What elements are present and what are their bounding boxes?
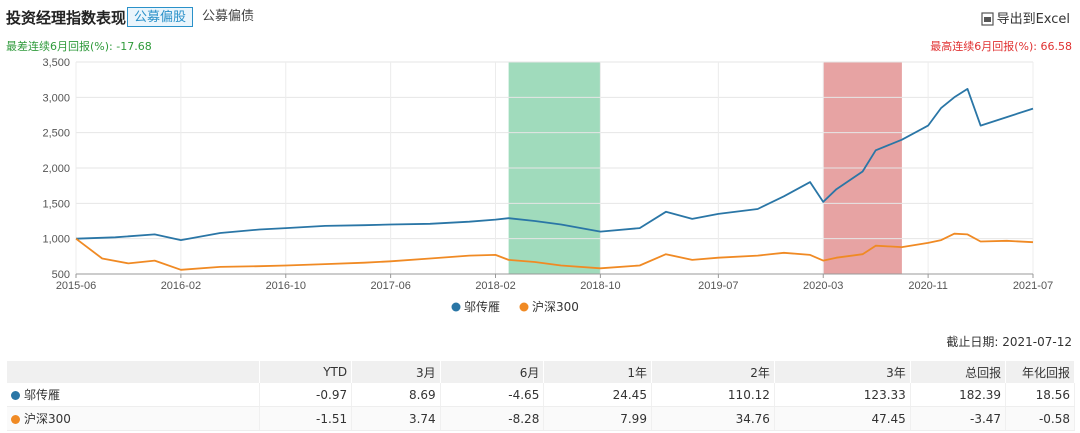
row-name-cell: 沪深300 [7,406,260,431]
y-tick-label: 500 [52,269,70,281]
x-tick-label: 2020-03 [803,280,843,292]
x-tick-label: 2018-02 [475,280,515,292]
tab-bond-funds[interactable]: 公募偏债 [202,9,255,24]
y-tick-label: 3,000 [42,92,70,104]
cell-3y: 47.45 [774,406,911,431]
manager-dot-icon [11,391,20,400]
manager-line [75,88,1034,241]
performance-chart: 500 1,000 1,500 2,000 2,500 3,000 3,500 2015-06… [42,57,1053,314]
best-6m-return: 最高连续6月回报(%): 66.58 [930,40,1072,53]
legend-marker [519,302,529,312]
header-total-return: 总回报 [910,361,1007,383]
header-3y: 3年 [774,361,911,383]
header-name [7,361,260,383]
index-line [75,232,1034,271]
tab-equity-funds[interactable]: 公募偏股 [127,7,194,27]
cell-total-return: 182.39 [910,383,1007,407]
y-tick-label: 1,000 [42,234,70,246]
cell-annual-return: -0.58 [1005,406,1075,431]
header-2y: 2年 [651,361,775,383]
export-label: 导出到Excel [996,12,1070,27]
x-tick-label: 2019-07 [698,280,738,292]
index-dot-icon [11,415,20,424]
cell-1y: 24.45 [543,383,652,407]
x-tick-label: 2021-07 [1013,280,1053,292]
cell-6m: -4.65 [440,383,545,407]
export-excel-button[interactable]: 导出到Excel [980,8,1070,27]
row-name: 沪深300 [24,412,71,426]
cell-3m: 8.69 [351,383,441,407]
y-tick-label: 1,500 [42,198,70,210]
row-name-cell: 邬传雁 [7,383,260,407]
header-ytd: YTD [259,361,353,383]
excel-icon [980,12,994,26]
worst-6m-return: 最差连续6月回报(%): -17.68 [6,40,152,53]
row-name: 邬传雁 [24,388,61,402]
cell-6m: -8.28 [440,406,545,431]
cell-ytd: -1.51 [259,406,353,431]
y-tick-label: 3,500 [42,57,70,69]
header-1y: 1年 [543,361,652,383]
header: 投资经理指数表现 公募偏股 公募偏债 导出到Excel [0,0,1080,34]
header-6m: 6月 [440,361,545,383]
cell-total-return: -3.47 [910,406,1007,431]
x-tick-label: 2016-02 [161,280,201,292]
legend-label: 邬传雁 [464,299,500,314]
cell-annual-return: 18.56 [1005,383,1075,407]
x-tick-label: 2015-06 [56,280,96,292]
x-tick-label: 2017-06 [370,280,410,292]
header-annual-return: 年化回报 [1005,361,1075,383]
x-tick-label: 2018-10 [580,280,620,292]
cell-3y: 123.33 [774,383,911,407]
cutoff-date: 截止日期: 2021-07-12 [946,335,1072,349]
table-row: 沪深300 -1.51 3.74 -8.28 7.99 34.76 47.45 … [7,406,1075,431]
y-tick-label: 2,500 [42,128,70,140]
cell-ytd: -0.97 [259,383,353,407]
legend-marker [451,302,461,312]
performance-table: YTD 3月 6月 1年 2年 3年 总回报 年化回报 邬传雁 -0.97 8.… [7,361,1075,431]
cell-1y: 7.99 [543,406,652,431]
cell-3m: 3.74 [351,406,441,431]
x-tick-label: 2020-11 [908,280,948,292]
y-tick-label: 2,000 [42,163,70,175]
table-row: 邬传雁 -0.97 8.69 -4.65 24.45 110.12 123.33… [7,383,1075,407]
x-tick-label: 2016-10 [266,280,306,292]
table-header-row: YTD 3月 6月 1年 2年 3年 总回报 年化回报 [7,361,1075,383]
legend-label: 沪深300 [532,300,579,314]
page-title: 投资经理指数表现 [6,9,127,27]
cell-2y: 34.76 [651,406,775,431]
header-3m: 3月 [351,361,441,383]
cell-2y: 110.12 [651,383,775,407]
